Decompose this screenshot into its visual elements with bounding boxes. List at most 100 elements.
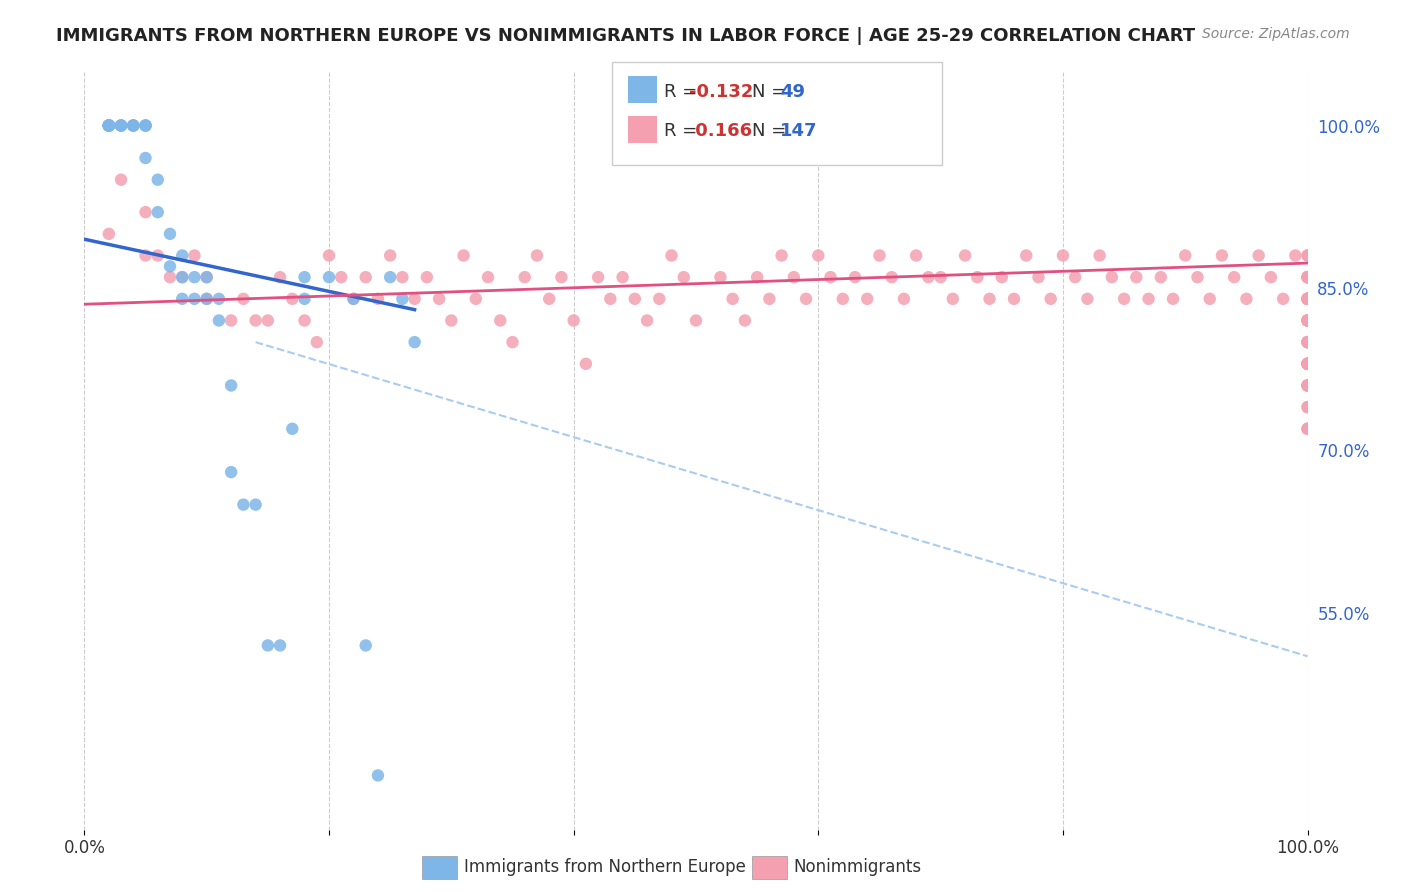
- Point: [1296, 357, 1319, 371]
- Point: [489, 313, 512, 327]
- Point: [831, 292, 853, 306]
- Point: [110, 119, 132, 133]
- Point: [661, 248, 683, 262]
- Point: [1296, 292, 1319, 306]
- Point: [1296, 335, 1319, 350]
- Point: [1296, 400, 1319, 414]
- Point: [416, 270, 439, 285]
- Point: [1296, 357, 1319, 371]
- Point: [135, 119, 157, 133]
- Point: [1174, 248, 1197, 262]
- Point: [159, 260, 181, 274]
- Point: [1296, 270, 1319, 285]
- Point: [1296, 357, 1319, 371]
- Point: [1296, 292, 1319, 306]
- Point: [1296, 422, 1319, 436]
- Point: [97, 119, 120, 133]
- Point: [97, 119, 120, 133]
- Point: [1028, 270, 1050, 285]
- Text: N =: N =: [752, 83, 792, 101]
- Point: [294, 292, 316, 306]
- Point: [844, 270, 866, 285]
- Point: [208, 313, 231, 327]
- Point: [172, 292, 194, 306]
- Point: [404, 292, 426, 306]
- Point: [1296, 335, 1319, 350]
- Point: [1296, 335, 1319, 350]
- Point: [513, 270, 536, 285]
- Point: [257, 639, 280, 653]
- Point: [1015, 248, 1038, 262]
- Point: [1296, 313, 1319, 327]
- Point: [342, 292, 364, 306]
- Point: [1064, 270, 1087, 285]
- Point: [135, 119, 157, 133]
- Point: [269, 639, 291, 653]
- Point: [820, 270, 842, 285]
- Point: [464, 292, 486, 306]
- Point: [440, 313, 463, 327]
- Point: [1296, 248, 1319, 262]
- Point: [1296, 422, 1319, 436]
- Point: [917, 270, 939, 285]
- Point: [281, 292, 304, 306]
- Point: [208, 292, 231, 306]
- Point: [294, 313, 316, 327]
- Point: [354, 270, 377, 285]
- Point: [232, 292, 254, 306]
- Point: [1296, 270, 1319, 285]
- Text: N =: N =: [752, 122, 792, 140]
- Point: [195, 270, 218, 285]
- Point: [794, 292, 817, 306]
- Text: 49: 49: [780, 83, 806, 101]
- Point: [1161, 292, 1184, 306]
- Point: [172, 270, 194, 285]
- Point: [1223, 270, 1246, 285]
- Point: [1296, 357, 1319, 371]
- Point: [1114, 292, 1136, 306]
- Point: [1272, 292, 1295, 306]
- Point: [195, 292, 218, 306]
- Point: [1296, 292, 1319, 306]
- Point: [1284, 248, 1306, 262]
- Point: [380, 270, 402, 285]
- Point: [1296, 357, 1319, 371]
- Point: [966, 270, 988, 285]
- Point: [135, 151, 157, 165]
- Point: [1296, 292, 1319, 306]
- Point: [97, 119, 120, 133]
- Point: [953, 248, 976, 262]
- Point: [1260, 270, 1282, 285]
- Point: [110, 119, 132, 133]
- Point: [1296, 270, 1319, 285]
- Point: [183, 292, 205, 306]
- Point: [172, 248, 194, 262]
- Point: [245, 313, 267, 327]
- Point: [1296, 335, 1319, 350]
- Point: [1296, 292, 1319, 306]
- Point: [942, 292, 965, 306]
- Point: [1296, 400, 1319, 414]
- Point: [747, 270, 769, 285]
- Point: [526, 248, 548, 262]
- Point: [97, 119, 120, 133]
- Point: [586, 270, 609, 285]
- Point: [991, 270, 1014, 285]
- Point: [550, 270, 572, 285]
- Point: [538, 292, 561, 306]
- Point: [685, 313, 707, 327]
- Point: [1296, 248, 1319, 262]
- Point: [599, 292, 621, 306]
- Point: [1296, 357, 1319, 371]
- Point: [1296, 378, 1319, 392]
- Point: [1296, 270, 1319, 285]
- Point: [856, 292, 879, 306]
- Text: 0.166: 0.166: [689, 122, 752, 140]
- Point: [905, 248, 928, 262]
- Text: IMMIGRANTS FROM NORTHERN EUROPE VS NONIMMIGRANTS IN LABOR FORCE | AGE 25-29 CORR: IMMIGRANTS FROM NORTHERN EUROPE VS NONIM…: [56, 27, 1195, 45]
- Point: [183, 270, 205, 285]
- Text: R =: R =: [664, 122, 703, 140]
- Point: [624, 292, 647, 306]
- Point: [219, 378, 242, 392]
- Point: [1137, 292, 1160, 306]
